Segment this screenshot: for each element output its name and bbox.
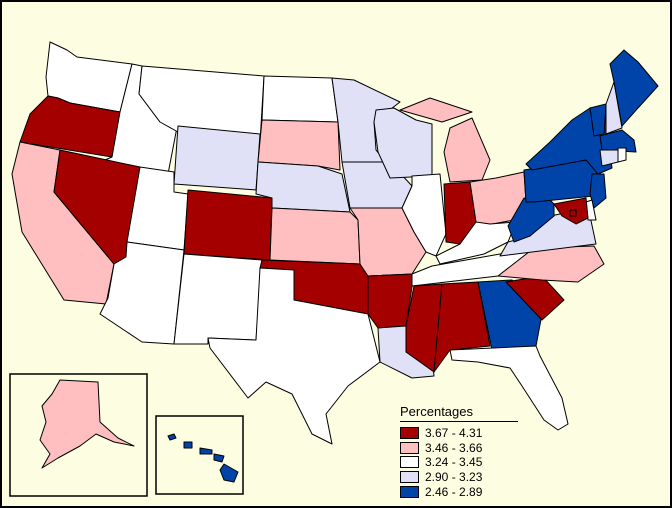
state-mississippi	[405, 283, 443, 373]
state-north_dakota	[261, 75, 339, 123]
state-south_dakota	[257, 119, 341, 171]
state-alaska	[39, 379, 135, 469]
legend-swatch-1	[400, 427, 419, 440]
state-vermont	[589, 103, 607, 137]
state-new_jersey	[589, 173, 607, 209]
legend-row-2: 3.46 - 3.66	[400, 441, 518, 456]
state-minnesota	[331, 77, 401, 163]
state-district_of_columbia	[569, 209, 577, 217]
legend-swatch-5	[400, 485, 419, 498]
alaska-inset-box	[9, 373, 148, 497]
legend-label-5: 2.46 - 2.89	[425, 484, 483, 499]
state-maine	[609, 49, 659, 127]
state-colorado	[183, 189, 273, 261]
state-illinois	[401, 173, 447, 257]
state-texas	[207, 267, 381, 445]
legend-label-3: 3.24 - 3.45	[425, 455, 483, 470]
state-connecticut	[599, 149, 619, 167]
legend-swatch-2	[400, 441, 419, 454]
legend-swatch-3	[400, 456, 419, 469]
state-wyoming	[173, 125, 261, 191]
state-new_mexico	[173, 253, 263, 345]
state-hawaii	[167, 433, 239, 483]
legend-row-1: 3.67 - 4.31	[400, 426, 518, 441]
legend-title: Percentages	[400, 404, 518, 422]
legend-row-5: 2.46 - 2.89	[400, 484, 518, 499]
legend-swatch-4	[400, 471, 419, 484]
state-new_hampshire	[605, 81, 623, 135]
state-massachusetts	[599, 129, 637, 153]
legend: Percentages 3.67 - 4.31 3.46 - 3.66 3.24…	[400, 404, 518, 499]
legend-row-4: 2.90 - 3.23	[400, 470, 518, 485]
hawaii-inset-box	[155, 415, 244, 495]
legend-label-2: 3.46 - 3.66	[425, 440, 483, 455]
legend-label-4: 2.90 - 3.23	[425, 470, 483, 485]
legend-label-1: 3.67 - 4.31	[425, 426, 483, 441]
state-rhode_island	[617, 147, 627, 163]
legend-row-3: 3.24 - 3.45	[400, 455, 518, 470]
state-kansas	[269, 207, 361, 265]
state-alabama	[433, 281, 491, 373]
state-florida	[449, 345, 569, 431]
